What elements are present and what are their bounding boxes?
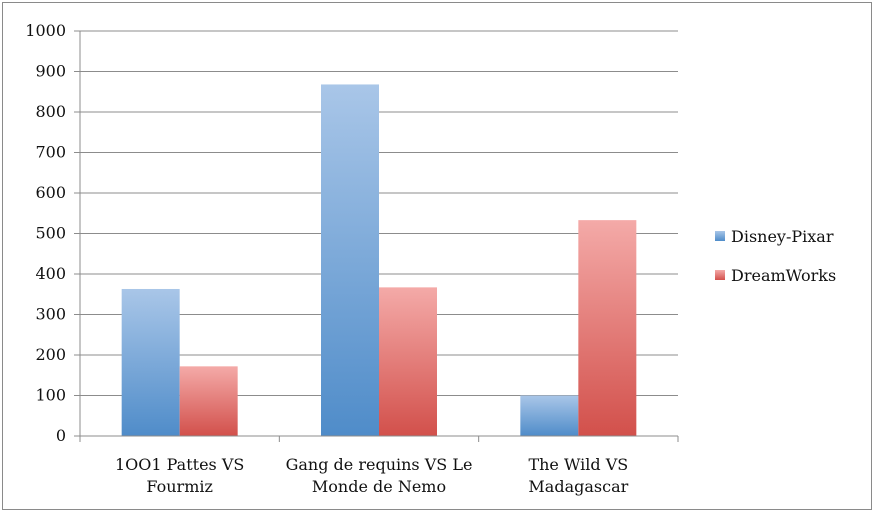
y-tick-label: 700 [35,143,66,162]
x-category-label: The Wild VS Madagascar [528,455,628,496]
x-category-label-line: Fourmiz [146,477,213,496]
bars [121,84,637,437]
legend-label: DreamWorks [731,266,836,285]
x-category-label-line: Madagascar [528,477,628,496]
y-tick-label: 900 [35,62,66,81]
y-tick-label: 300 [35,305,66,324]
y-tick-label: 500 [35,224,66,243]
legend-swatch [715,231,725,241]
y-tick-label: 100 [35,386,66,405]
bar-disney-pixar [321,84,379,437]
x-category-label-line: Monde de Nemo [312,477,446,496]
x-category-labels: 1OO1 Pattes VS Fourmiz Gang de requins VS … [115,455,629,496]
x-category-label: 1OO1 Pattes VS Fourmiz [115,455,244,496]
y-tick-labels: 0 100 200 300 400 500 600 700 800 900 1000 [25,21,66,445]
y-tick-label: 400 [35,264,66,283]
bar-dreamworks [578,220,637,436]
x-category-label-line: The Wild VS [528,455,628,474]
legend-swatch [715,270,725,280]
legend: Disney-Pixar DreamWorks [715,227,836,285]
y-tick-label: 200 [35,345,66,364]
bar-disney-pixar [121,288,180,436]
y-tick-label: 1000 [25,21,66,40]
bar-dreamworks [379,287,437,436]
y-tick-label: 0 [56,426,66,445]
x-category-label-line: 1OO1 Pattes VS [115,455,244,474]
bar-dreamworks [179,366,238,436]
y-tick-label: 600 [35,183,66,202]
axes [74,30,679,442]
y-tick-label: 800 [35,102,66,121]
legend-label: Disney-Pixar [731,227,834,246]
x-category-label-line: Gang de requins VS Le [286,455,473,474]
x-category-label: Gang de requins VS Le Monde de Nemo [286,455,473,496]
bar-disney-pixar [520,395,579,436]
